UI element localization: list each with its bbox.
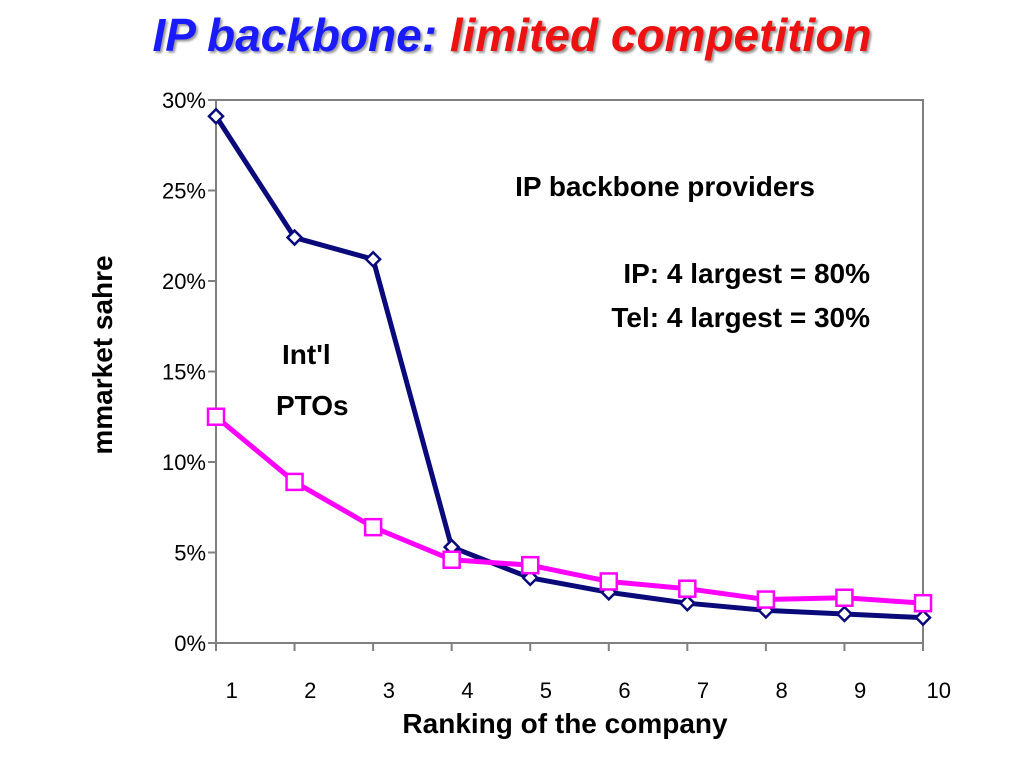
x-tick-label: 4 bbox=[461, 678, 473, 703]
plot-area bbox=[215, 99, 924, 644]
y-tick-label: 30% bbox=[162, 88, 206, 113]
series-2-line bbox=[214, 414, 924, 606]
x-tick-label: 1 bbox=[226, 678, 238, 703]
x-tick-label: 5 bbox=[540, 678, 552, 703]
series-2-point bbox=[206, 407, 226, 426]
series-1-point bbox=[285, 228, 304, 247]
series-2-point bbox=[285, 472, 304, 492]
series-layer bbox=[206, 107, 933, 627]
x-tick-label: 8 bbox=[775, 678, 787, 703]
y-tick-label: 0% bbox=[174, 631, 206, 656]
ip-share-note: IP: 4 largest = 80% bbox=[623, 258, 870, 289]
y-axis-ticks: 0% 5% 10% 15% 20% 25% 30% bbox=[162, 88, 216, 656]
series-1-point bbox=[364, 250, 382, 269]
slide-title: IP backbone: limited competition bbox=[0, 8, 1024, 62]
series-1-point bbox=[835, 605, 854, 623]
title-part-2: limited competition bbox=[449, 9, 872, 61]
series-2-point bbox=[678, 579, 697, 598]
pto-label-line-1: Int'l bbox=[282, 339, 331, 370]
pto-label-line-2: PTOs bbox=[276, 390, 349, 421]
series-1-line bbox=[213, 114, 924, 621]
y-tick-label: 10% bbox=[162, 450, 206, 475]
series-2-point bbox=[363, 517, 383, 537]
series-2-point bbox=[756, 590, 776, 609]
x-tick-label: 7 bbox=[697, 678, 709, 703]
x-tick-label: 6 bbox=[618, 678, 630, 703]
series-2-point bbox=[442, 550, 461, 569]
y-axis-title: mmarket sahre bbox=[87, 255, 118, 454]
x-axis-title: Ranking of the company bbox=[402, 708, 728, 739]
series-2-point bbox=[520, 555, 540, 575]
series-1-point bbox=[678, 594, 697, 612]
providers-heading: IP backbone providers bbox=[515, 171, 815, 202]
tel-share-note: Tel: 4 largest = 30% bbox=[611, 302, 870, 333]
y-tick-label: 20% bbox=[162, 269, 206, 294]
series-2-point bbox=[913, 593, 933, 613]
x-tick-label: 2 bbox=[304, 678, 316, 703]
x-tick-label: 9 bbox=[854, 678, 866, 703]
y-tick-label: 15% bbox=[162, 360, 206, 385]
series-2-point bbox=[599, 572, 619, 591]
y-tick-label: 5% bbox=[174, 541, 206, 566]
title-part-1: IP backbone: bbox=[152, 9, 438, 61]
series-1-point bbox=[914, 608, 932, 627]
y-tick-label: 25% bbox=[162, 179, 206, 204]
series-2-point bbox=[835, 588, 854, 607]
x-tick-label: 3 bbox=[383, 678, 395, 703]
x-axis-ticks: 1 2 3 4 5 6 7 8 9 10 bbox=[215, 643, 951, 703]
series-1-point bbox=[207, 107, 225, 126]
x-tick-label: 10 bbox=[926, 678, 950, 703]
